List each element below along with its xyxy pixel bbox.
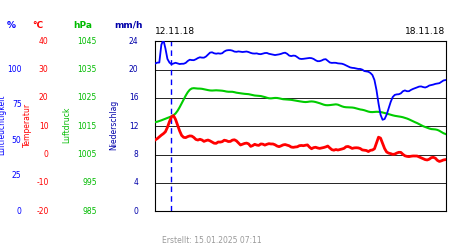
Text: 985: 985 [82, 207, 97, 216]
Text: Erstellt: 15.01.2025 07:11: Erstellt: 15.01.2025 07:11 [162, 236, 261, 245]
Text: 1005: 1005 [77, 150, 97, 159]
Text: 20: 20 [129, 65, 139, 74]
Text: -20: -20 [36, 207, 49, 216]
Text: 1015: 1015 [77, 122, 97, 131]
Text: °C: °C [33, 20, 44, 30]
Text: 30: 30 [39, 65, 49, 74]
Text: 10: 10 [39, 122, 49, 131]
Text: 50: 50 [12, 136, 22, 145]
Text: 16: 16 [129, 94, 139, 102]
Text: Temperatur: Temperatur [23, 103, 32, 147]
Text: 25: 25 [12, 171, 22, 180]
Text: Luftdruck: Luftdruck [62, 107, 71, 143]
Text: 20: 20 [39, 94, 49, 102]
Text: 12.11.18: 12.11.18 [155, 27, 195, 36]
Text: 995: 995 [82, 178, 97, 188]
Text: -10: -10 [36, 178, 49, 188]
Text: 1045: 1045 [77, 37, 97, 46]
Text: hPa: hPa [74, 20, 93, 30]
Text: Niederschlag: Niederschlag [109, 100, 118, 150]
Text: 18.11.18: 18.11.18 [405, 27, 446, 36]
Text: 8: 8 [134, 150, 139, 159]
Text: 0: 0 [17, 207, 22, 216]
Text: mm/h: mm/h [114, 20, 143, 30]
Text: Luftfeuchtigkeit: Luftfeuchtigkeit [0, 95, 7, 155]
Text: 1035: 1035 [77, 65, 97, 74]
Text: 24: 24 [129, 37, 139, 46]
Text: %: % [7, 20, 16, 30]
Text: 0: 0 [44, 150, 49, 159]
Text: 0: 0 [134, 207, 139, 216]
Text: 40: 40 [39, 37, 49, 46]
Text: 100: 100 [7, 65, 22, 74]
Text: 4: 4 [134, 178, 139, 188]
Text: 1025: 1025 [77, 94, 97, 102]
Text: 12: 12 [129, 122, 139, 131]
Text: 75: 75 [12, 100, 22, 110]
